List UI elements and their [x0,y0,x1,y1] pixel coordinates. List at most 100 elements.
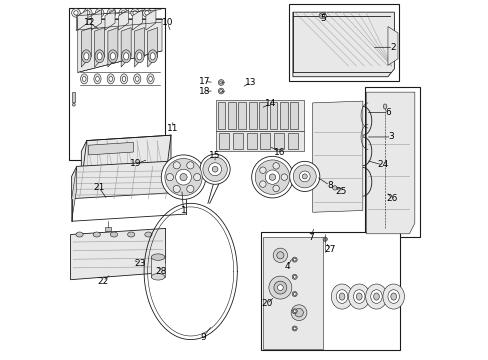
Polygon shape [119,10,128,30]
Ellipse shape [319,13,325,19]
Ellipse shape [74,11,78,15]
Ellipse shape [370,290,382,303]
Ellipse shape [383,104,386,109]
Text: 15: 15 [209,151,221,160]
Ellipse shape [219,90,222,93]
Ellipse shape [122,76,125,81]
Ellipse shape [293,275,296,278]
Ellipse shape [151,274,164,280]
Ellipse shape [293,310,296,313]
Ellipse shape [173,185,180,193]
Bar [287,133,297,149]
Ellipse shape [212,166,218,172]
Text: 20: 20 [261,299,272,308]
Ellipse shape [293,293,296,296]
Ellipse shape [293,258,296,261]
Ellipse shape [259,167,265,174]
Ellipse shape [72,9,80,17]
Ellipse shape [292,274,297,279]
Ellipse shape [218,80,224,85]
Ellipse shape [95,50,104,63]
Text: 22: 22 [97,276,108,285]
Ellipse shape [119,9,127,17]
Ellipse shape [186,162,194,169]
Ellipse shape [203,157,227,181]
Ellipse shape [72,103,75,106]
Ellipse shape [94,74,101,84]
Polygon shape [70,228,165,280]
Text: 10: 10 [162,18,173,27]
Ellipse shape [299,171,309,182]
Ellipse shape [76,232,83,237]
Ellipse shape [82,76,86,81]
Bar [259,102,266,129]
Polygon shape [292,12,394,77]
Polygon shape [121,28,131,67]
Ellipse shape [137,53,142,60]
Ellipse shape [85,11,90,15]
Ellipse shape [268,276,291,299]
Ellipse shape [144,232,152,237]
Ellipse shape [289,161,319,192]
Ellipse shape [133,11,137,15]
Ellipse shape [218,88,224,94]
Text: 4: 4 [284,262,290,271]
Bar [151,257,164,277]
Ellipse shape [108,139,115,143]
Ellipse shape [107,74,114,84]
Ellipse shape [109,76,112,81]
Ellipse shape [108,50,117,63]
Ellipse shape [265,170,279,184]
Ellipse shape [324,238,325,240]
Ellipse shape [180,174,187,181]
Text: 21: 21 [93,183,105,192]
Polygon shape [81,28,91,67]
Polygon shape [88,142,133,155]
Text: 9: 9 [200,333,206,342]
Text: 7: 7 [307,233,313,242]
Bar [273,133,284,149]
Bar [105,227,111,231]
Ellipse shape [127,232,135,237]
Ellipse shape [81,50,91,63]
Ellipse shape [302,174,306,179]
Ellipse shape [135,50,144,63]
Ellipse shape [121,11,125,15]
Polygon shape [72,166,77,221]
Polygon shape [147,28,158,67]
Text: 25: 25 [334,187,346,196]
Ellipse shape [83,9,92,17]
Ellipse shape [293,165,316,188]
Ellipse shape [294,309,303,317]
Ellipse shape [269,174,275,180]
Ellipse shape [161,155,205,199]
Ellipse shape [110,53,115,60]
Ellipse shape [175,169,191,185]
Ellipse shape [273,281,286,294]
Ellipse shape [281,174,287,180]
Text: 28: 28 [155,267,166,276]
Bar [248,102,256,129]
Ellipse shape [336,290,347,303]
Ellipse shape [323,237,326,241]
Ellipse shape [292,326,297,331]
Ellipse shape [148,50,157,63]
Ellipse shape [83,53,89,60]
Ellipse shape [353,290,364,303]
Text: 13: 13 [244,78,256,87]
Ellipse shape [373,293,379,300]
Ellipse shape [123,53,128,60]
Ellipse shape [277,285,283,291]
Ellipse shape [81,74,88,84]
Ellipse shape [290,305,306,320]
Bar [69,8,164,160]
Ellipse shape [97,53,102,60]
Bar [227,102,235,129]
Text: 6: 6 [384,108,390,117]
Text: 8: 8 [326,181,332,190]
Text: 26: 26 [386,194,397,203]
Ellipse shape [273,248,287,262]
Bar [215,100,303,131]
Ellipse shape [272,185,279,192]
Ellipse shape [148,76,152,81]
